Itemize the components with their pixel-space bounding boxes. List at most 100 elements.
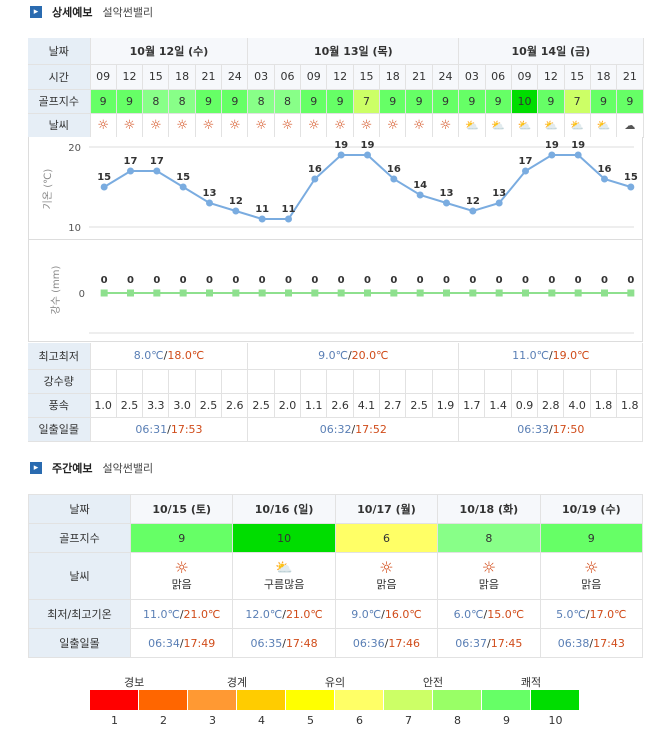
minmax-cell: 11.0℃/19.0℃ bbox=[458, 343, 644, 370]
minmax-cell: 9.0℃/20.0℃ bbox=[247, 343, 460, 370]
weekly-temp-cell: 11.0℃/21.0℃ bbox=[129, 599, 234, 629]
precipitation-value-label: 0 bbox=[469, 275, 476, 286]
sunrise-sunset-label: 일출일몰 bbox=[28, 417, 91, 442]
precipitation-value-label: 0 bbox=[627, 275, 634, 286]
separator: / bbox=[589, 636, 594, 650]
golf-index-cell: 9 bbox=[432, 89, 460, 114]
golf-index-cell: 7 bbox=[564, 89, 591, 114]
separator: / bbox=[179, 607, 184, 621]
temperature-point bbox=[574, 151, 582, 159]
temperature-value-label: 15 bbox=[624, 172, 638, 183]
sun-icon: ☼ bbox=[176, 117, 188, 133]
wind-cell: 2.7 bbox=[379, 393, 407, 418]
precipitation-point bbox=[548, 289, 556, 297]
weekly-temp-label: 최저/최고기온 bbox=[28, 599, 131, 629]
weekly-temp-cell: 12.0℃/21.0℃ bbox=[232, 599, 336, 629]
sun-icon: ☼ bbox=[334, 117, 346, 133]
precipitation-point bbox=[311, 289, 319, 297]
cloud-sun-icon: ⛅ bbox=[491, 118, 506, 132]
separator: / bbox=[179, 636, 184, 650]
golf-index-cell: 9 bbox=[326, 89, 354, 114]
section-location: 설악썬밸리 bbox=[102, 462, 154, 475]
golf-index-cell: 9 bbox=[590, 89, 618, 114]
legend-number: 4 bbox=[258, 714, 265, 727]
wind-cell: 1.7 bbox=[458, 393, 486, 418]
min-temp: 5.0℃ bbox=[556, 607, 586, 621]
temperature-point bbox=[495, 199, 503, 207]
rainfall-cell bbox=[458, 369, 486, 394]
max-temp: 16.0℃ bbox=[384, 607, 422, 621]
weather-cell: ⛅ bbox=[564, 113, 591, 138]
wind-cell: 4.0 bbox=[563, 393, 591, 418]
weather-label: 날씨 bbox=[28, 113, 91, 138]
precipitation-value-label: 0 bbox=[127, 275, 134, 286]
weather-cell: ☼ bbox=[90, 113, 117, 138]
sun-icon: ☼ bbox=[379, 558, 394, 577]
precipitation-point bbox=[601, 289, 608, 297]
temperature-point bbox=[469, 207, 477, 215]
weekly-sun-cell: 06:34/17:49 bbox=[129, 628, 234, 658]
date-header: 10월 12일 (수) bbox=[90, 38, 249, 65]
legend-numbers: 1 2 3 4 5 6 7 8 9 10 bbox=[90, 714, 580, 727]
golf-index-cell: 9 bbox=[300, 89, 328, 114]
weekly-golf-index-cell: 8 bbox=[437, 523, 541, 553]
precipitation-value-label: 0 bbox=[338, 275, 345, 286]
time-cell: 18 bbox=[379, 64, 407, 90]
weather-cell: ☼ bbox=[432, 113, 460, 138]
wind-cell: 2.6 bbox=[326, 393, 354, 418]
rainfall-label: 강수량 bbox=[28, 369, 91, 394]
time-cell: 12 bbox=[537, 64, 565, 90]
golf-index-cell: 9 bbox=[458, 89, 486, 114]
rainfall-cell bbox=[116, 369, 144, 394]
time-cell: 15 bbox=[353, 64, 381, 90]
rainfall-cell bbox=[300, 369, 328, 394]
wind-cell: 2.5 bbox=[405, 393, 433, 418]
legend-label: 경계 bbox=[226, 676, 248, 689]
precipitation-point bbox=[100, 289, 108, 297]
legend-swatch bbox=[237, 690, 286, 710]
temperature-point bbox=[153, 167, 161, 175]
weather-cell: ☼ bbox=[195, 113, 223, 138]
precipitation-point bbox=[179, 289, 187, 297]
weather-cell: ⛅ bbox=[511, 113, 539, 138]
legend-swatch bbox=[531, 690, 580, 710]
golf-index-cell: 9 bbox=[379, 89, 407, 114]
precipitation-value-label: 0 bbox=[390, 275, 397, 286]
rainfall-cell bbox=[221, 369, 249, 394]
rainfall-cell bbox=[432, 369, 460, 394]
temperature-point bbox=[601, 175, 608, 183]
precipitation-value-label: 0 bbox=[101, 275, 108, 286]
temperature-value-label: 13 bbox=[492, 188, 506, 199]
golf-index-cell: 9 bbox=[485, 89, 512, 114]
sunset-time: 17:45 bbox=[490, 636, 523, 650]
rainfall-cell bbox=[142, 369, 170, 394]
wind-cell: 1.9 bbox=[432, 393, 460, 418]
time-cell: 03 bbox=[458, 64, 486, 90]
sun-icon: ☼ bbox=[202, 117, 215, 133]
time-cell: 18 bbox=[590, 64, 618, 90]
wind-cell: 2.6 bbox=[221, 393, 249, 418]
section-location: 설악썬밸리 bbox=[102, 6, 154, 19]
weekly-temp-cell: 5.0℃/17.0℃ bbox=[539, 599, 644, 629]
precipitation-value-label: 0 bbox=[364, 275, 371, 286]
legend-swatch bbox=[90, 690, 139, 710]
temperature-chart-panel: 20 10 기온 (℃) 15 17 17 15 13 12 11 11 16 19 19 16 14 13 12… bbox=[28, 137, 643, 240]
sun-icon: ☼ bbox=[386, 117, 399, 133]
minmax-cell: 8.0℃/18.0℃ bbox=[90, 343, 249, 370]
golf-index-cell: 9 bbox=[116, 89, 144, 114]
wind-cell: 1.1 bbox=[300, 393, 328, 418]
rainfall-cell bbox=[616, 369, 644, 394]
temperature-point bbox=[416, 191, 424, 199]
separator: / bbox=[347, 349, 352, 363]
time-cell: 09 bbox=[90, 64, 117, 90]
weather-cell: ☼ bbox=[247, 113, 275, 138]
precipitation-point bbox=[390, 289, 398, 297]
precipitation-value-label: 0 bbox=[180, 275, 187, 286]
precipitation-point bbox=[627, 289, 635, 297]
legend-swatch bbox=[384, 690, 433, 710]
weather-description: 맑음 bbox=[171, 578, 192, 591]
precipitation-value-label: 0 bbox=[153, 275, 160, 286]
temperature-value-label: 16 bbox=[387, 164, 401, 175]
precipitation-point bbox=[285, 289, 292, 297]
cloud-icon: ☁ bbox=[624, 118, 636, 132]
